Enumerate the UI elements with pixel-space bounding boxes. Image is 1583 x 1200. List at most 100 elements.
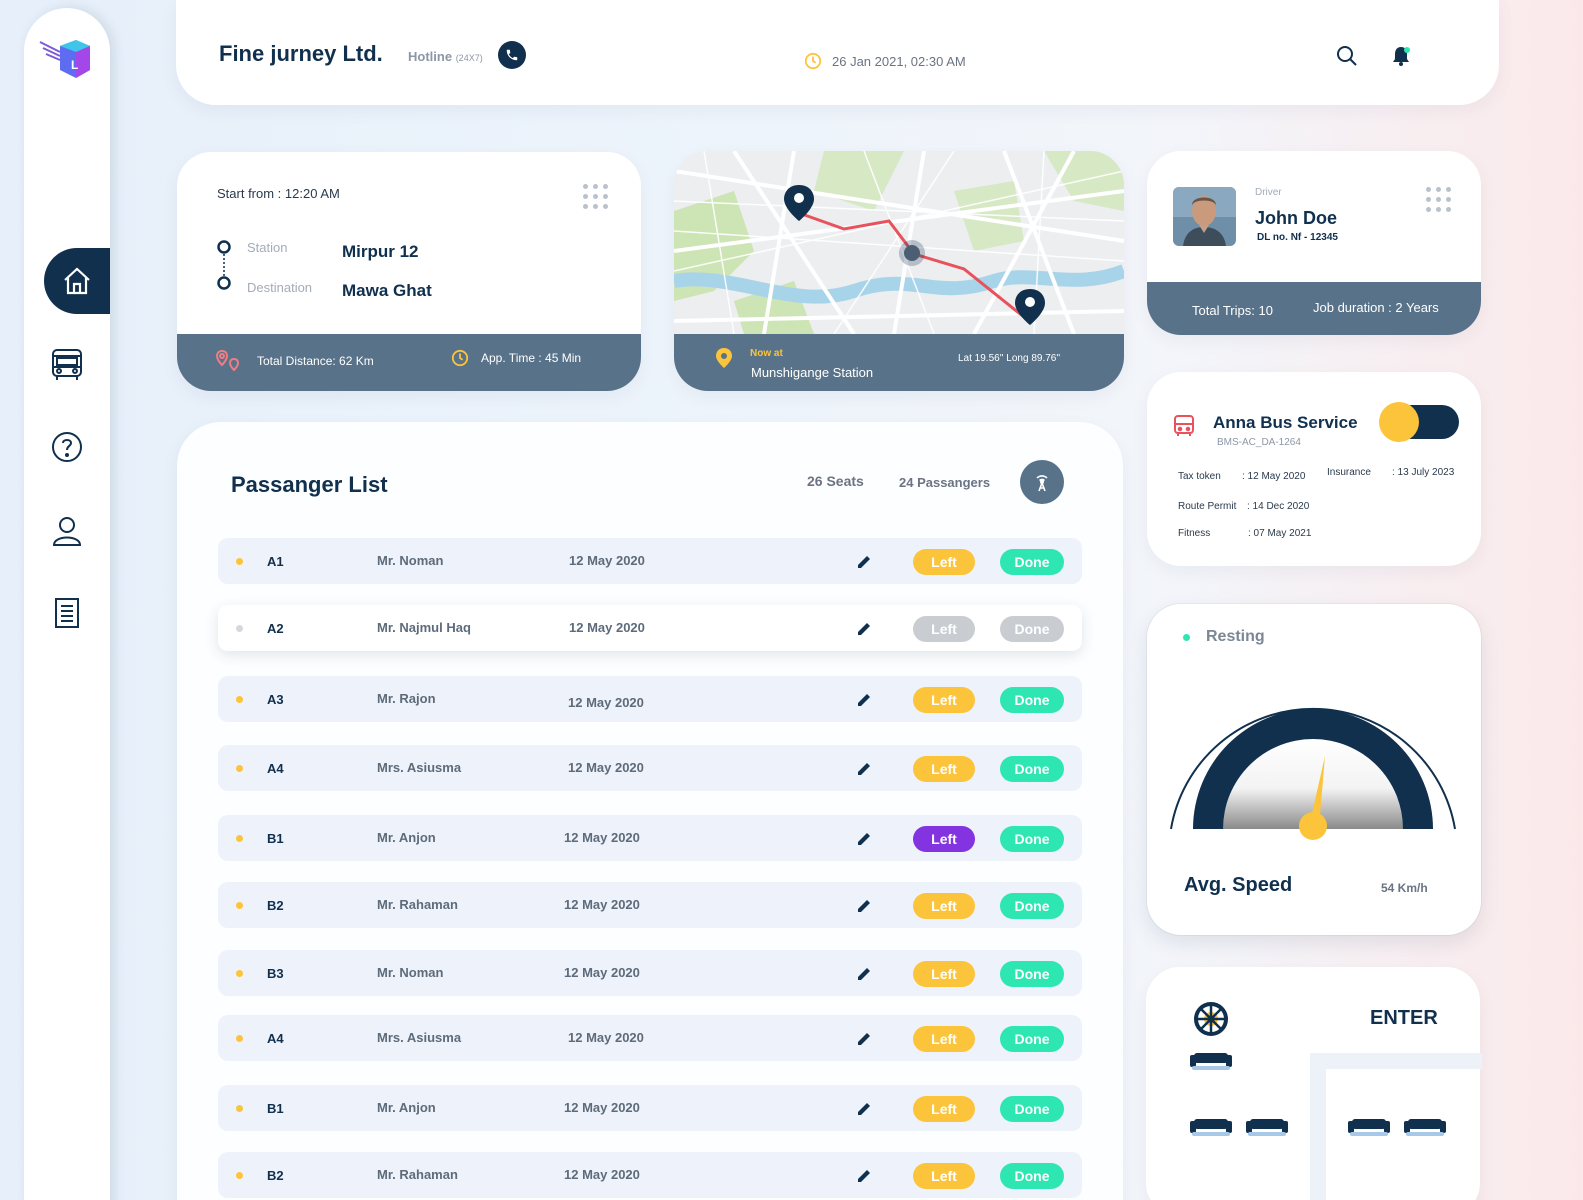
bus-name: Anna Bus Service — [1213, 413, 1358, 432]
done-button[interactable]: Done — [1000, 687, 1064, 713]
bus-status-toggle[interactable] — [1379, 402, 1459, 442]
done-button[interactable]: Done — [1000, 549, 1064, 575]
nav-bus[interactable] — [24, 332, 110, 398]
broadcast-button[interactable] — [1020, 460, 1064, 504]
search-button[interactable] — [1336, 45, 1358, 72]
app-logo[interactable]: L — [38, 34, 96, 84]
passenger-name: Mr. Rajon — [377, 691, 436, 706]
status-dot — [236, 765, 243, 772]
booking-date: 12 May 2020 — [569, 553, 645, 568]
aisle-lane — [1310, 1053, 1482, 1200]
edit-icon[interactable] — [856, 1031, 872, 1047]
notification-button[interactable] — [1390, 45, 1412, 72]
nav-home[interactable] — [44, 248, 110, 314]
done-button[interactable]: Done — [1000, 826, 1064, 852]
passenger-name: Mr. Anjon — [377, 830, 436, 845]
left-button[interactable]: Left — [913, 961, 975, 987]
done-button[interactable]: Done — [1000, 1096, 1064, 1122]
passenger-name: Mr. Noman — [377, 965, 444, 980]
phone-icon — [506, 49, 518, 61]
left-button[interactable]: Left — [913, 756, 975, 782]
left-button[interactable]: Left — [913, 1096, 975, 1122]
edit-icon[interactable] — [856, 898, 872, 914]
seat-icon[interactable] — [1190, 1051, 1232, 1071]
passenger-list-card: Passanger List 26 Seats 24 Passangers A1… — [177, 422, 1123, 1200]
booking-date: 12 May 2020 — [568, 695, 644, 710]
user-icon — [52, 517, 82, 546]
seat-icon[interactable] — [1190, 1117, 1232, 1137]
done-button[interactable]: Done — [1000, 893, 1064, 919]
phone-button[interactable] — [498, 41, 526, 69]
booking-date: 12 May 2020 — [564, 1100, 640, 1115]
bus-icon — [52, 349, 82, 380]
passenger-name: Mrs. Asiusma — [377, 760, 462, 775]
table-row[interactable]: A1 Mr. Noman 12 May 2020 Left Done — [218, 538, 1082, 584]
edit-icon[interactable] — [856, 1168, 872, 1184]
driver-footer: Total Trips: 10 Job duration : 2 Years — [1147, 282, 1481, 335]
bus-id: BMS-AC_DA-1264 — [1217, 437, 1301, 448]
seat-icon[interactable] — [1404, 1117, 1446, 1137]
table-row[interactable]: B1 Mr. Anjon 12 May 2020 Left Done — [218, 815, 1082, 861]
route-menu-icon[interactable] — [583, 184, 608, 209]
avg-speed-value: 54 Km/h — [1381, 881, 1428, 895]
bus-card: Anna Bus Service BMS-AC_DA-1264 Tax toke… — [1147, 372, 1481, 566]
edit-icon[interactable] — [856, 966, 872, 982]
edit-icon[interactable] — [856, 692, 872, 708]
route-line-icon — [217, 240, 231, 290]
search-icon — [1337, 46, 1357, 66]
booking-date: 12 May 2020 — [568, 760, 644, 775]
left-button[interactable]: Left — [913, 1163, 975, 1189]
left-button[interactable]: Left — [913, 1026, 975, 1052]
booking-date: 12 May 2020 — [564, 897, 640, 912]
station-label: Station — [247, 240, 288, 255]
passenger-count: 24 Passangers — [899, 475, 991, 490]
left-button[interactable]: Left — [913, 826, 975, 852]
seat-icon[interactable] — [1348, 1117, 1390, 1137]
passenger-name: Mr. Noman — [377, 553, 444, 568]
edit-icon[interactable] — [856, 621, 872, 637]
left-button[interactable]: Left — [913, 549, 975, 575]
insurance-value: : 13 July 2023 — [1392, 467, 1455, 478]
hotline-label: Hotline (24X7) — [408, 49, 483, 64]
enter-label: ENTER — [1370, 1007, 1438, 1029]
done-button[interactable]: Done — [1000, 961, 1064, 987]
clock-icon — [804, 52, 822, 70]
table-row[interactable]: A3 Mr. Rajon 12 May 2020 Left Done — [218, 676, 1082, 722]
table-row[interactable]: B2 Mr. Rahaman 12 May 2020 Left Done — [218, 882, 1082, 928]
left-button[interactable]: Left — [913, 616, 975, 642]
table-row[interactable]: A4 Mrs. Asiusma 12 May 2020 Left Done — [218, 745, 1082, 791]
done-button[interactable]: Done — [1000, 1163, 1064, 1189]
city-map[interactable] — [674, 151, 1124, 334]
left-button[interactable]: Left — [913, 687, 975, 713]
route-card: Start from : 12:20 AM Station Mirpur 12 … — [177, 152, 641, 391]
passenger-name: Mr. Rahaman — [377, 897, 458, 912]
edit-icon[interactable] — [856, 831, 872, 847]
sidebar: L — [24, 8, 110, 1200]
nav-profile[interactable] — [24, 498, 110, 564]
table-row[interactable]: A4 Mrs. Asiusma 12 May 2020 Left Done — [218, 1015, 1082, 1061]
destination-value: Mawa Ghat — [342, 281, 432, 300]
table-row[interactable]: B1 Mr. Anjon 12 May 2020 Left Done — [218, 1085, 1082, 1131]
edit-icon[interactable] — [856, 761, 872, 777]
edit-icon[interactable] — [856, 1101, 872, 1117]
job-duration: Job duration : 2 Years — [1313, 300, 1439, 315]
table-row[interactable]: A2 Mr. Najmul Haq 12 May 2020 Left Done — [218, 605, 1082, 651]
route-permit-value: : 14 Dec 2020 — [1247, 501, 1310, 512]
edit-icon[interactable] — [856, 554, 872, 570]
nav-help[interactable] — [24, 414, 110, 480]
map-card[interactable]: Now at Munshigange Station Lat 19.56'' L… — [674, 151, 1124, 391]
driver-menu-icon[interactable] — [1426, 187, 1451, 212]
left-button[interactable]: Left — [913, 893, 975, 919]
seat-icon[interactable] — [1246, 1117, 1288, 1137]
done-button[interactable]: Done — [1000, 756, 1064, 782]
clock-icon — [451, 349, 469, 367]
done-button[interactable]: Done — [1000, 1026, 1064, 1052]
company-name: Fine jurney Ltd. — [219, 41, 383, 66]
done-button[interactable]: Done — [1000, 616, 1064, 642]
status-dot — [236, 902, 243, 909]
table-row[interactable]: B2 Mr. Rahaman 12 May 2020 Left Done — [218, 1152, 1082, 1198]
nav-reports[interactable] — [24, 580, 110, 646]
booking-date: 12 May 2020 — [564, 965, 640, 980]
seat-number: B2 — [267, 1168, 284, 1183]
table-row[interactable]: B3 Mr. Noman 12 May 2020 Left Done — [218, 950, 1082, 996]
